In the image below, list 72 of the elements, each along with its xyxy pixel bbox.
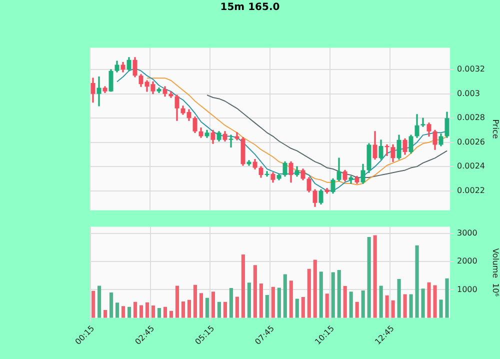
- bar: [373, 235, 377, 318]
- bar: [157, 308, 162, 318]
- bar: [301, 297, 305, 318]
- chart-title: 15m 165.0: [219, 2, 281, 13]
- y-tick-label: 0.003: [457, 88, 480, 98]
- y-axis-title: Price: [491, 119, 500, 139]
- bar: [265, 295, 269, 318]
- bar: [325, 294, 329, 318]
- bar: [98, 286, 102, 318]
- bar: [223, 302, 227, 318]
- bar: [367, 236, 371, 318]
- bar: [247, 282, 251, 318]
- bar: [181, 302, 186, 318]
- bar: [103, 310, 108, 318]
- y-tick-label: 0.0032: [457, 64, 485, 74]
- bar: [427, 282, 431, 318]
- bar: [277, 288, 281, 318]
- y-axis-title: Volume 10⁶: [491, 248, 500, 296]
- bar: [187, 300, 192, 318]
- bar: [415, 245, 419, 318]
- bar: [127, 306, 132, 318]
- bar: [145, 302, 150, 318]
- bar: [259, 283, 263, 318]
- bar: [343, 286, 347, 318]
- bar: [199, 293, 204, 318]
- bar: [121, 306, 126, 318]
- bar: [307, 268, 311, 318]
- bar: [319, 272, 323, 318]
- bar: [151, 306, 156, 318]
- bar: [421, 288, 425, 318]
- bar: [289, 280, 293, 318]
- bar: [379, 286, 383, 318]
- bar: [409, 294, 413, 318]
- bar: [163, 306, 168, 318]
- bar: [313, 260, 317, 318]
- bar: [403, 294, 407, 318]
- bar: [439, 300, 443, 318]
- bar: [445, 278, 449, 318]
- y-tick-label: 1000: [457, 284, 478, 294]
- bar: [391, 300, 395, 318]
- y-tick-label: 3000: [457, 228, 478, 238]
- bar: [349, 292, 353, 318]
- bar: [241, 254, 245, 318]
- y-tick-label: 0.0026: [457, 137, 485, 146]
- bar: [169, 310, 174, 318]
- bar: [133, 302, 138, 318]
- bar: [229, 288, 233, 318]
- bar: [109, 292, 114, 318]
- bar: [295, 298, 299, 318]
- y-tick-label: 0.0024: [457, 162, 485, 171]
- bar: [253, 265, 257, 318]
- bar: [139, 305, 144, 318]
- bar: [361, 290, 365, 318]
- bar: [283, 274, 287, 318]
- y-tick-label: 0.0022: [457, 186, 485, 195]
- bar: [205, 298, 210, 318]
- bar: [337, 270, 341, 318]
- bar: [397, 278, 401, 318]
- bar: [92, 290, 96, 318]
- bar: [175, 286, 180, 318]
- bar: [385, 295, 389, 318]
- bar: [211, 292, 215, 318]
- bar: [271, 286, 275, 318]
- bar: [331, 272, 335, 318]
- y-tick-label: 2000: [457, 256, 478, 266]
- bar: [193, 284, 198, 318]
- bar: [433, 285, 437, 318]
- bar: [355, 302, 359, 318]
- bar: [235, 296, 239, 318]
- bar: [217, 302, 221, 318]
- y-tick-label: 0.0028: [457, 113, 485, 122]
- bar: [115, 302, 120, 318]
